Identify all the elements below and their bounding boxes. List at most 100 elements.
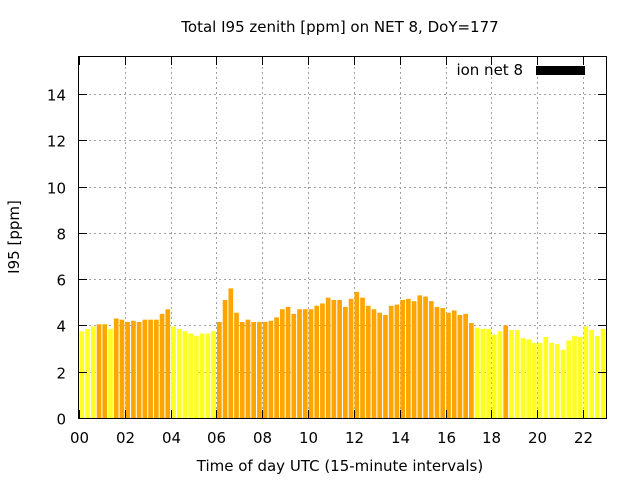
- bar: [560, 349, 566, 418]
- bar: [176, 328, 182, 418]
- y-tick-label: 0: [56, 411, 66, 429]
- bar: [279, 309, 285, 418]
- y-tick-label: 14: [47, 87, 66, 105]
- x-tick-label: 08: [253, 429, 272, 447]
- bar: [194, 335, 199, 418]
- bar: [360, 297, 365, 418]
- bar: [451, 310, 457, 418]
- bar: [549, 342, 554, 418]
- x-tick-label: 02: [116, 429, 135, 447]
- bar: [199, 333, 205, 418]
- x-tick-label: 06: [207, 429, 226, 447]
- legend: ion net 8: [456, 61, 585, 79]
- bar: [417, 295, 423, 418]
- bar: [274, 317, 279, 418]
- bar: [119, 319, 125, 418]
- legend-label: ion net 8: [456, 61, 523, 79]
- y-tick-label: 4: [56, 318, 66, 336]
- bar: [216, 321, 222, 418]
- bar: [297, 309, 302, 418]
- bar: [526, 339, 532, 418]
- bar: [532, 342, 537, 418]
- x-tick-label: 20: [528, 429, 547, 447]
- y-tick-label: 8: [56, 226, 66, 244]
- bar: [371, 309, 377, 418]
- bar: [537, 342, 543, 418]
- bar: [228, 288, 234, 418]
- bar: [165, 309, 171, 418]
- bar: [171, 326, 176, 418]
- bar: [440, 308, 446, 418]
- bar: [211, 331, 216, 418]
- bar: [96, 324, 102, 418]
- x-tick-label: 12: [345, 429, 364, 447]
- bar: [411, 301, 417, 418]
- y-axis-label: I95 [ppm]: [5, 200, 23, 274]
- bar: [343, 306, 348, 418]
- bar: [572, 335, 577, 418]
- bar: [583, 326, 589, 418]
- bar: [600, 328, 606, 418]
- x-tick-label: 14: [391, 429, 410, 447]
- bar: [348, 298, 354, 418]
- bar: [463, 313, 468, 418]
- bar: [337, 299, 342, 418]
- bar: [469, 323, 474, 418]
- bar: [268, 320, 274, 418]
- y-tick-label: 2: [56, 365, 66, 383]
- x-tick-label: 04: [162, 429, 181, 447]
- bar: [514, 330, 520, 418]
- bar: [85, 328, 90, 418]
- legend-swatch: [536, 66, 585, 75]
- bar: [102, 324, 108, 418]
- bar: [354, 291, 360, 418]
- bar: [577, 337, 583, 418]
- x-axis-label: Time of day UTC (15-minute intervals): [196, 457, 483, 475]
- bar: [566, 340, 572, 418]
- bar: [446, 312, 451, 418]
- bar: [90, 326, 96, 418]
- bar: [234, 312, 239, 418]
- bar: [365, 305, 371, 418]
- bar: [486, 328, 491, 418]
- bar: [188, 333, 194, 418]
- y-tick-label: 12: [47, 133, 66, 151]
- bar: [245, 319, 251, 418]
- bar: [394, 304, 400, 418]
- bar: [480, 328, 486, 418]
- bar: [159, 313, 165, 418]
- chart-title: Total I95 zenith [ppm] on NET 8, DoY=177: [180, 18, 498, 36]
- bar: [291, 313, 297, 418]
- bar: [131, 320, 136, 418]
- bar: [423, 296, 428, 418]
- bar: [383, 315, 388, 418]
- bar: [136, 321, 142, 418]
- bar: [314, 305, 320, 418]
- bar: [428, 301, 434, 418]
- x-tick-label: 18: [482, 429, 501, 447]
- grid-lines: [79, 57, 606, 418]
- bar: [108, 328, 113, 418]
- bar: [503, 325, 509, 418]
- y-tick-label: 6: [56, 272, 66, 290]
- plot-frame: [78, 56, 607, 419]
- bar: [589, 330, 595, 418]
- bar: [497, 331, 503, 418]
- bar: [543, 337, 549, 418]
- bar: [222, 299, 228, 418]
- bar: [308, 309, 314, 418]
- bar: [474, 327, 480, 418]
- x-tick-label: 22: [574, 429, 593, 447]
- bars: [79, 288, 606, 418]
- bar: [257, 321, 262, 418]
- bar: [182, 331, 188, 418]
- bar: [491, 334, 497, 418]
- bar: [262, 321, 268, 418]
- bar: [595, 335, 600, 418]
- bar: [388, 305, 394, 418]
- bar: [554, 343, 560, 418]
- bar: [302, 309, 308, 418]
- bar: [205, 333, 211, 418]
